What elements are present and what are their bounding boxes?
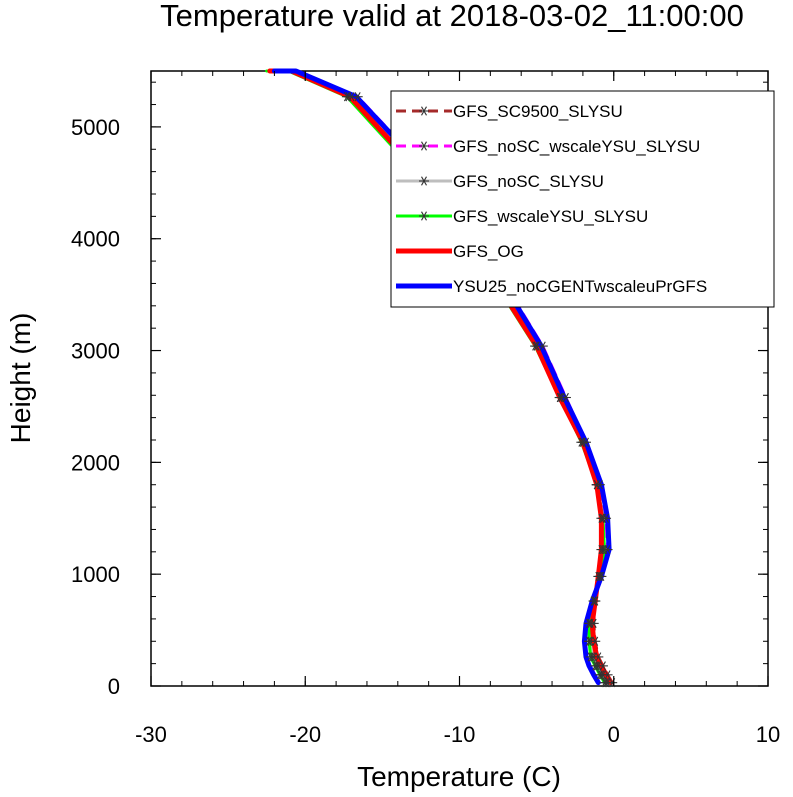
legend-label-gfs-wscaleysu-slysu: GFS_wscaleYSU_SLYSU: [453, 207, 648, 226]
x-axis-title: Temperature (C): [357, 761, 561, 792]
marker-stroke: [593, 480, 600, 490]
legend-marker: [419, 211, 429, 221]
data-point-marker: [352, 92, 363, 102]
legend-marker: [419, 141, 429, 151]
y-tick-label: 1000: [71, 562, 120, 587]
data-point-marker: [530, 341, 541, 351]
data-point-marker: [594, 571, 605, 582]
marker-stroke: [601, 678, 608, 688]
data-point-marker: [554, 392, 565, 403]
data-point-marker: [594, 670, 605, 680]
chart-title: Temperature valid at 2018-03-02_11:00:00: [160, 0, 744, 33]
y-axis-title: Height (m): [5, 313, 36, 444]
marker-stroke: [421, 176, 427, 186]
data-point-marker: [588, 596, 599, 606]
marker-stroke: [586, 636, 593, 646]
marker-stroke: [601, 544, 608, 555]
y-tick-label: 0: [108, 674, 120, 699]
y-tick-label: 5000: [71, 115, 120, 140]
legend-marker: [419, 176, 429, 186]
marker-stroke: [586, 618, 593, 628]
x-tick-label: -20: [289, 722, 321, 747]
data-point-marker: [599, 544, 610, 555]
legend-marker: [419, 106, 429, 116]
data-point-marker: [591, 480, 602, 490]
data-point-marker: [599, 678, 610, 688]
plot-area: [150, 68, 769, 688]
legend-label-gfs-nosc-wscaleysu-slysu: GFS_noSC_wscaleYSU_SLYSU: [453, 137, 700, 156]
marker-stroke: [599, 513, 606, 523]
marker-stroke: [592, 661, 599, 671]
marker-stroke: [421, 211, 427, 221]
x-tick-label: -30: [135, 722, 167, 747]
x-tick-label: 10: [756, 722, 780, 747]
x-tick-label: -10: [444, 722, 476, 747]
axis-ticks: -30 -20 -10 0 10 0 1000 2000 3000 4000 5000: [71, 71, 780, 747]
marker-stroke: [532, 341, 539, 351]
y-tick-label: 2000: [71, 450, 120, 475]
marker-stroke: [596, 670, 603, 680]
marker-stroke: [596, 571, 603, 582]
legend-label-gfs-sc9500-slysu: GFS_SC9500_SLYSU: [453, 102, 623, 121]
y-tick-label: 3000: [71, 339, 120, 364]
y-tick-label: 4000: [71, 227, 120, 252]
marker-stroke: [343, 92, 350, 102]
data-point-marker: [585, 652, 596, 662]
marker-stroke: [578, 437, 585, 447]
marker-stroke: [587, 652, 594, 662]
x-tick-label: 0: [608, 722, 620, 747]
marker-stroke: [421, 106, 427, 116]
data-point-marker: [584, 618, 595, 628]
legend: GFS_SC9500_SLYSU GFS_noSC_wscaleYSU_SLYSU…: [390, 90, 775, 308]
legend-label-gfs-nosc-slysu: GFS_noSC_SLYSU: [453, 172, 604, 191]
legend-label-gfs-og: GFS_OG: [453, 242, 524, 261]
legend-label-ysu25-nocgentwscaleuprgfs: YSU25_noCGENTwscaleuPrGFS: [453, 277, 707, 296]
marker-stroke: [421, 141, 427, 151]
data-point-marker: [584, 636, 595, 646]
marker-stroke: [539, 341, 546, 351]
data-point-marker: [590, 661, 601, 671]
marker-stroke: [590, 596, 597, 606]
marker-stroke: [556, 392, 563, 403]
data-point-marker: [576, 437, 587, 447]
data-point-marker: [597, 513, 608, 523]
marker-stroke: [354, 92, 361, 102]
legend-box: [390, 90, 775, 308]
data-point-marker: [341, 92, 352, 102]
